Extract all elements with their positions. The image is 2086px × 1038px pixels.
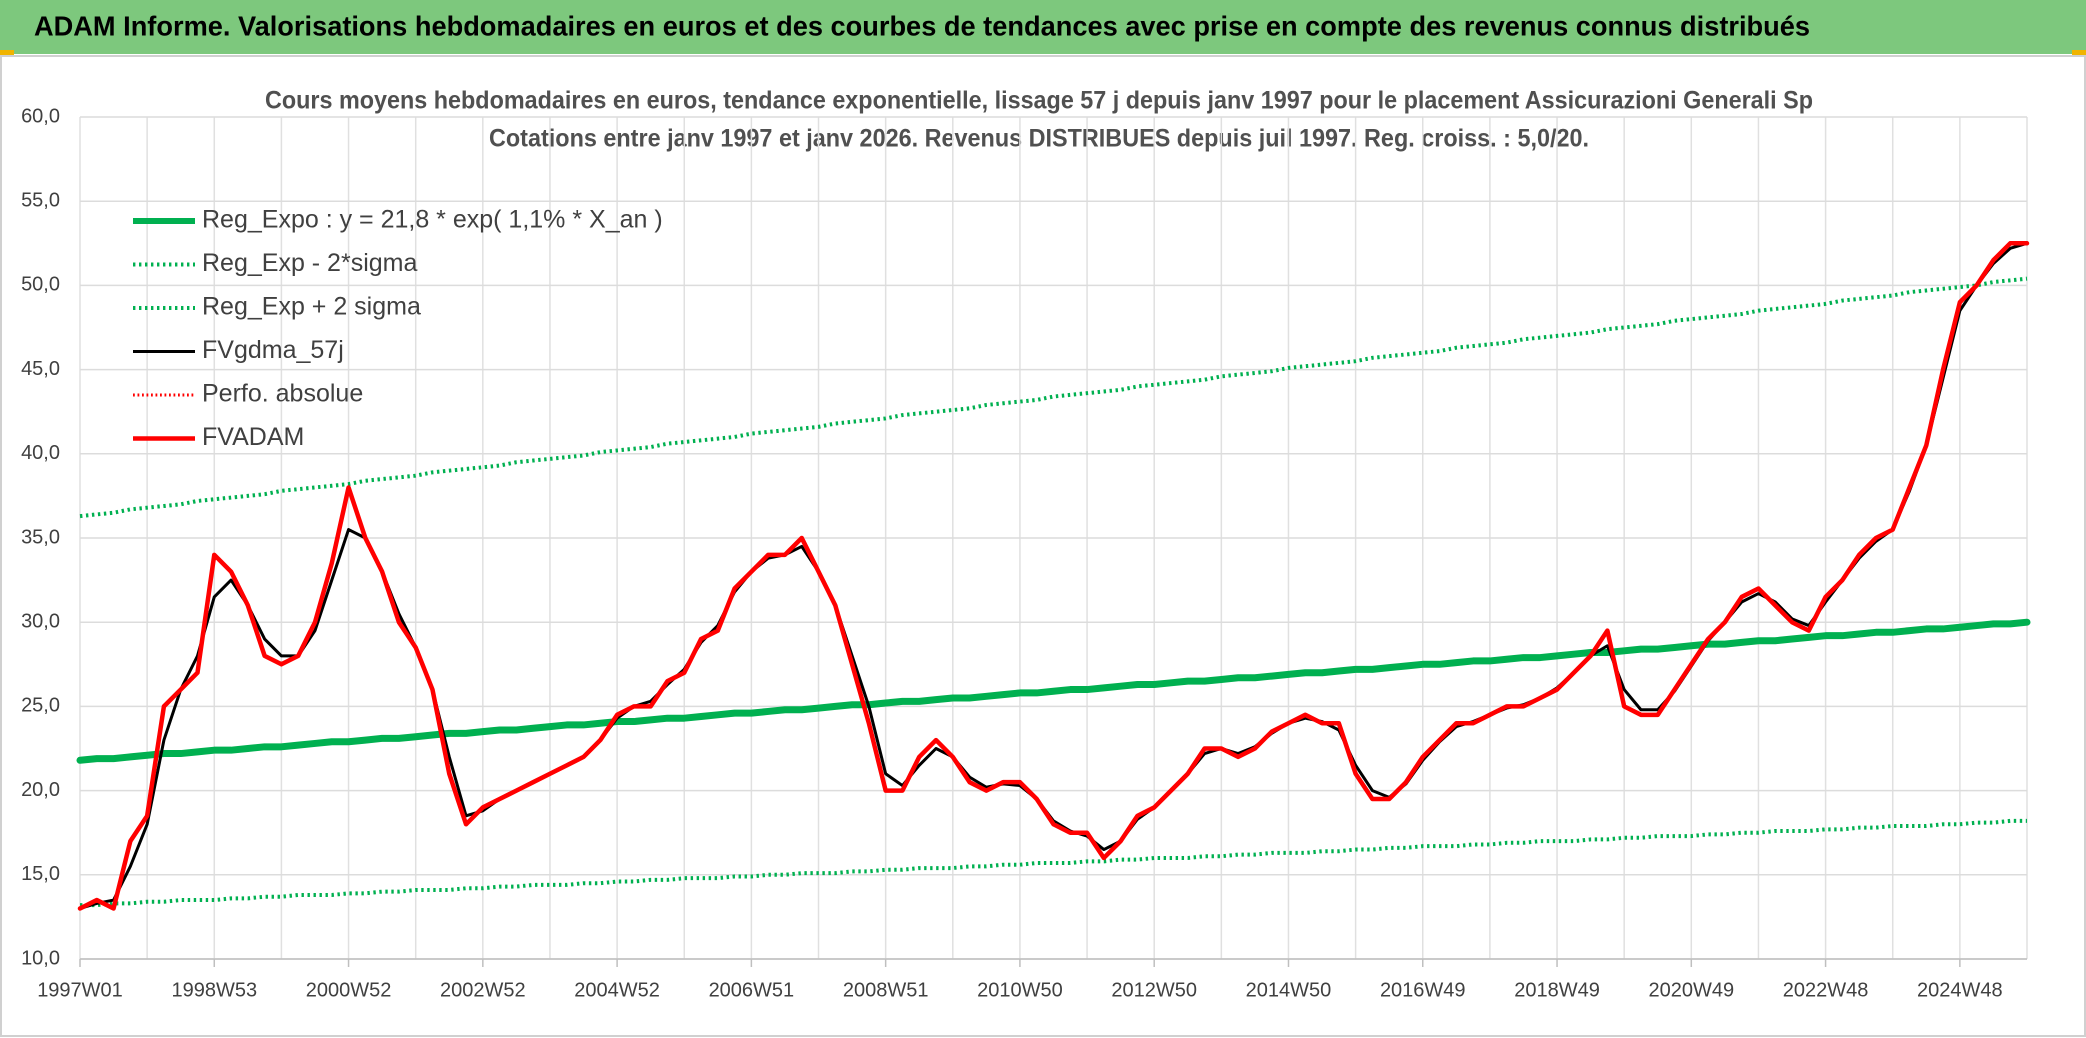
legend-label: FVADAM	[202, 423, 304, 451]
x-tick-label: 2010W50	[977, 979, 1063, 1001]
y-tick-label: 45,0	[21, 358, 60, 380]
y-tick-label: 25,0	[21, 695, 60, 717]
x-tick-label: 1998W53	[171, 979, 257, 1001]
x-tick-label: 2000W52	[306, 979, 392, 1001]
x-tick-label: 2022W48	[1783, 979, 1869, 1001]
x-tick-label: 2008W51	[843, 979, 929, 1001]
x-tick-label: 2006W51	[709, 979, 795, 1001]
x-tick-label: 2024W48	[1917, 979, 2003, 1001]
series-line	[77, 241, 2030, 911]
x-tick-label: 2018W49	[1514, 979, 1600, 1001]
legend-label: Reg_Exp + 2 sigma	[202, 293, 421, 321]
y-tick-label: 20,0	[21, 779, 60, 801]
chart-title: Cours moyens hebdomadaires en euros, ten…	[265, 87, 1813, 115]
x-tick-label: 2016W49	[1380, 979, 1466, 1001]
y-tick-label: 30,0	[21, 610, 60, 632]
y-tick-label: 55,0	[21, 189, 60, 211]
y-tick-label: 10,0	[21, 947, 60, 969]
legend-label: Perfo. absolue	[202, 380, 363, 408]
y-tick-label: 40,0	[21, 442, 60, 464]
y-tick-label: 60,0	[21, 105, 60, 127]
legend-label: FVgdma_57j	[202, 336, 344, 364]
x-tick-label: 2004W52	[574, 979, 660, 1001]
x-tick-label: 1997W01	[37, 979, 123, 1001]
legend-label: Reg_Expo : y = 21,8 * exp( 1,1% * X_an )	[202, 206, 663, 234]
y-tick-label: 35,0	[21, 526, 60, 548]
x-tick-label: 2014W50	[1246, 979, 1332, 1001]
legend-label: Reg_Exp - 2*sigma	[202, 249, 417, 277]
x-tick-label: 2020W49	[1648, 979, 1734, 1001]
header-bar	[0, 0, 2086, 54]
x-tick-label: 2002W52	[440, 979, 526, 1001]
chart-subtitle: Cotations entre janv 1997 et janv 2026. …	[489, 125, 1589, 153]
header-title: ADAM Informe. Valorisations hebdomadaire…	[34, 10, 1810, 41]
y-tick-label: 15,0	[21, 863, 60, 885]
chart-frame	[0, 55, 2086, 1037]
x-tick-label: 2012W50	[1111, 979, 1197, 1001]
corner-mark	[2072, 50, 2086, 56]
series-line	[80, 818, 2027, 908]
y-tick-label: 50,0	[21, 274, 60, 296]
corner-mark	[0, 50, 14, 56]
